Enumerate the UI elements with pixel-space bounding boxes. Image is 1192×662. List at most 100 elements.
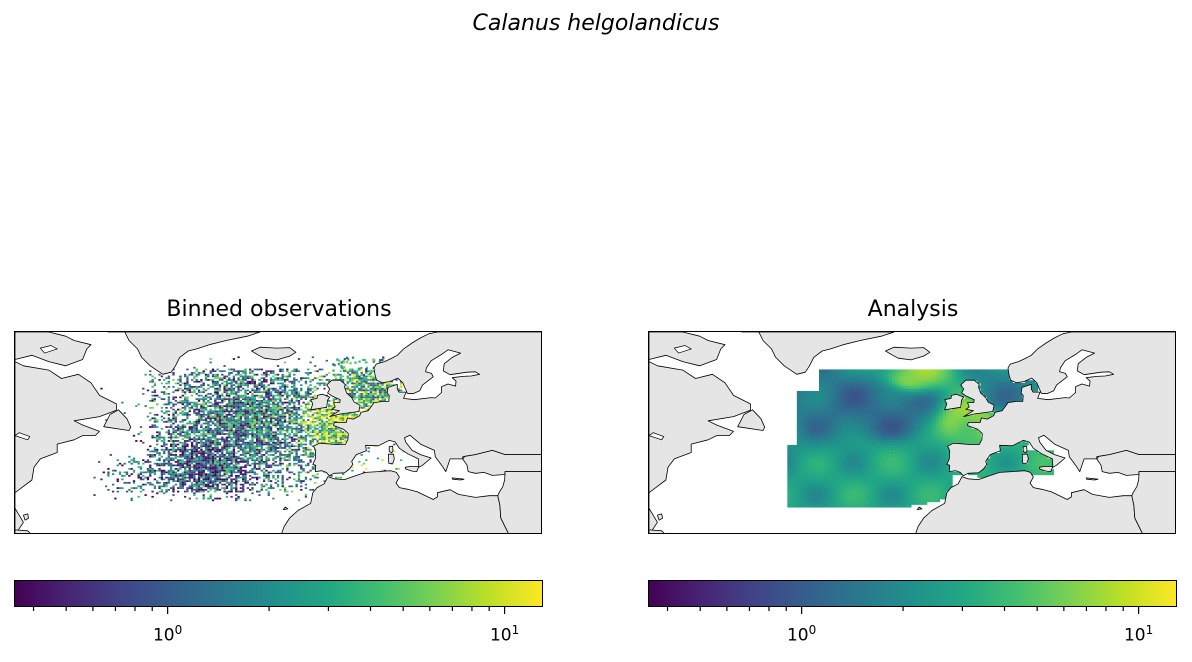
- binned-cell: [297, 396, 301, 399]
- binned-cell: [255, 462, 259, 465]
- analysis-cell: [819, 391, 823, 395]
- binned-cell: [232, 464, 236, 467]
- binned-cell: [267, 408, 270, 411]
- analysis-cell: [828, 471, 833, 476]
- binned-cell: [160, 398, 164, 400]
- binned-cell: [186, 431, 189, 434]
- binned-cell: [232, 487, 236, 489]
- binned-cell: [260, 391, 263, 393]
- binned-cell: [214, 424, 217, 427]
- binned-cell: [156, 459, 159, 462]
- binned-cell: [221, 398, 224, 400]
- binned-cell: [218, 459, 222, 462]
- binned-cell: [342, 361, 345, 364]
- binned-cell: [200, 445, 203, 448]
- binned-cell: [360, 382, 363, 385]
- analysis-cell: [838, 498, 842, 503]
- analysis-cell: [796, 428, 801, 433]
- analysis-cell: [809, 493, 814, 497]
- binned-cell: [163, 471, 166, 474]
- analysis-cell: [841, 496, 845, 500]
- binned-cell: [153, 487, 157, 489]
- analysis-cell: [844, 391, 849, 395]
- binned-cell: [281, 457, 284, 460]
- binned-cell: [232, 431, 236, 434]
- binned-cell: [170, 438, 173, 441]
- binned-cell: [158, 433, 161, 435]
- binned-cell: [281, 370, 284, 373]
- binned-cell: [216, 471, 219, 474]
- binned-cell: [207, 410, 210, 413]
- binned-cell: [274, 406, 277, 409]
- binned-cell: [281, 379, 284, 381]
- binned-cell: [258, 462, 261, 465]
- binned-cell: [151, 468, 154, 470]
- binned-cell: [221, 445, 224, 448]
- binned-cell: [372, 401, 375, 404]
- binned-cell: [246, 443, 250, 446]
- analysis-cell: [860, 417, 864, 422]
- binned-cell: [397, 389, 401, 392]
- analysis-cell: [857, 461, 861, 465]
- binned-cell: [279, 379, 282, 381]
- binned-cell: [300, 389, 303, 392]
- binned-cell: [186, 399, 189, 402]
- binned-cell: [279, 443, 282, 446]
- binned-cell: [209, 497, 212, 500]
- analysis-cell: [853, 477, 858, 481]
- binned-cell: [179, 433, 182, 435]
- analysis-cell: [860, 385, 864, 389]
- binned-cell: [360, 379, 363, 381]
- binned-cell: [216, 424, 219, 427]
- binned-cell: [216, 447, 219, 449]
- binned-cell: [188, 410, 191, 413]
- binned-cell: [160, 478, 164, 481]
- analysis-cell: [822, 401, 826, 406]
- binned-cell: [216, 487, 219, 489]
- binned-cell: [251, 426, 254, 428]
- binned-cell: [193, 492, 196, 495]
- analysis-cell: [819, 463, 823, 468]
- binned-cell: [197, 389, 201, 392]
- analysis-cell: [806, 409, 811, 414]
- analysis-cell: [831, 407, 836, 411]
- binned-cell: [246, 445, 250, 448]
- binned-cell: [202, 464, 205, 467]
- analysis-cell: [838, 431, 842, 435]
- binned-cell: [221, 410, 224, 413]
- binned-cell: [400, 384, 403, 387]
- binned-cell: [251, 469, 254, 472]
- binned-cell: [237, 408, 240, 411]
- binned-cell: [325, 373, 328, 376]
- analysis-cell: [822, 372, 826, 376]
- binned-cell: [209, 485, 212, 488]
- analysis-cell: [860, 485, 864, 489]
- binned-cell: [253, 420, 256, 423]
- binned-cell: [149, 450, 152, 453]
- binned-cell: [211, 461, 215, 463]
- binned-cell: [235, 424, 238, 427]
- binned-cell: [186, 443, 189, 446]
- analysis-cell: [850, 369, 855, 373]
- binned-cell: [379, 384, 382, 387]
- binned-cell: [381, 396, 384, 399]
- binned-cell: [235, 427, 238, 430]
- binned-cell: [242, 433, 245, 435]
- binned-cell: [170, 471, 173, 474]
- binned-cell: [339, 417, 342, 420]
- analysis-cell: [841, 458, 845, 462]
- binned-cell: [188, 462, 191, 465]
- analysis-cell: [834, 428, 839, 433]
- binned-cell: [174, 412, 177, 414]
- binned-cell: [260, 457, 263, 460]
- binned-cell: [163, 459, 166, 462]
- analysis-cell: [831, 490, 836, 495]
- binned-cell: [188, 401, 191, 404]
- binned-cell: [374, 382, 377, 385]
- binned-cell: [216, 406, 219, 409]
- binned-cell: [235, 440, 238, 442]
- binned-cell: [186, 490, 189, 493]
- analysis-cell: [860, 490, 864, 495]
- binned-cell: [174, 429, 177, 432]
- binned-cell: [345, 361, 349, 364]
